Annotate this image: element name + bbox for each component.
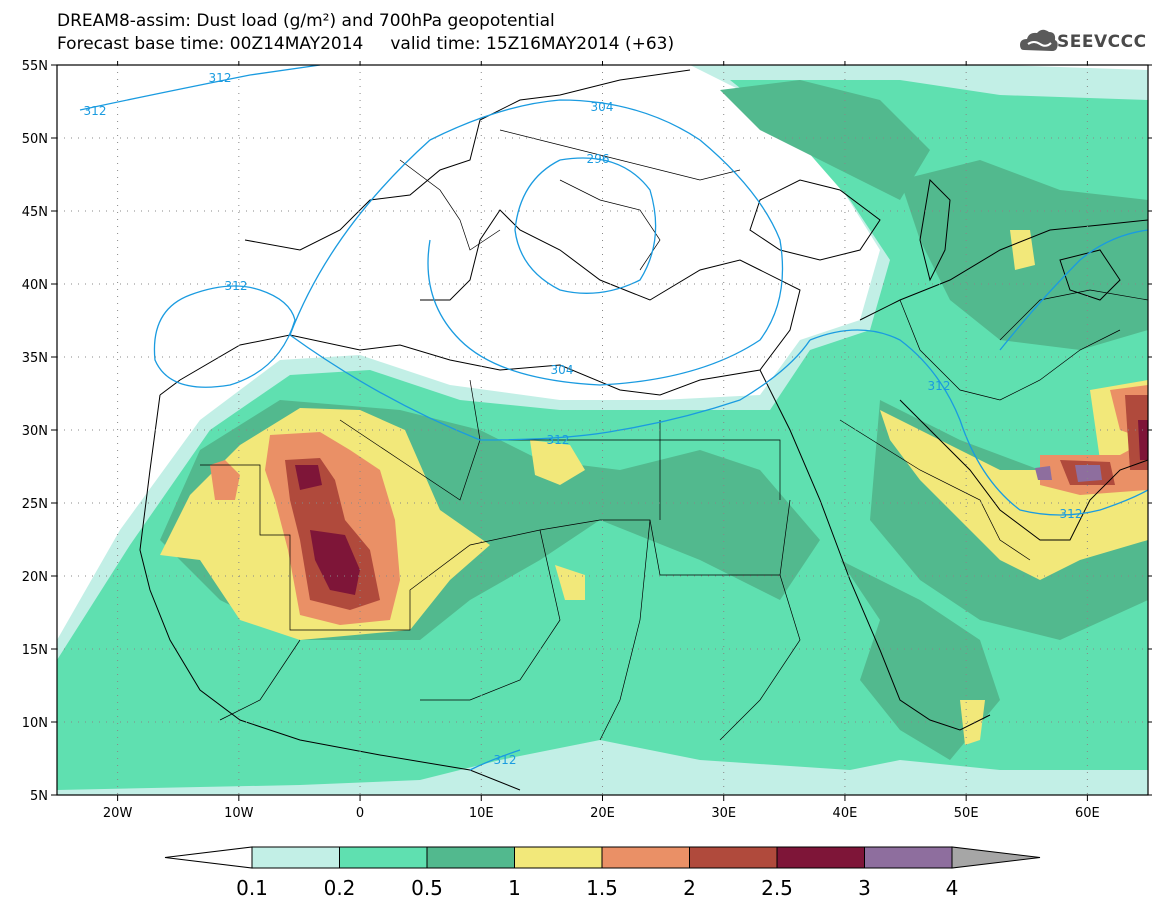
colorbar-cell — [514, 846, 603, 869]
colorbar-high-triangle — [951, 846, 1041, 869]
map-subtitle: Forecast base time: 00Z14MAY2014 valid t… — [57, 34, 675, 54]
colorbar-cell — [426, 846, 515, 869]
contour-label: 304 — [551, 363, 574, 377]
latitude-axis: 55N 50N 45N 40N 35N 30N 25N 20N 15N 10N 5N — [22, 59, 1152, 804]
contour-label: 312 — [1060, 507, 1083, 521]
colorbar-cell — [339, 846, 428, 869]
colorbar: 0.1 0.2 0.5 1 1.5 2 2.5 3 4 — [164, 846, 1041, 900]
lon-tick-label: 0 — [356, 806, 364, 821]
lon-tick-label: 50E — [954, 806, 979, 821]
colorbar-label: 3 — [858, 876, 871, 900]
lat-tick-label: 55N — [22, 59, 48, 74]
lon-tick-label: 20W — [103, 806, 133, 821]
colorbar-low-triangle — [164, 846, 253, 869]
lon-tick-label: 20E — [590, 806, 615, 821]
cloud-logo-icon — [1020, 29, 1058, 51]
colorbar-label: 2 — [683, 876, 696, 900]
coastlines — [139, 69, 1148, 791]
lon-tick-label: 10W — [224, 806, 254, 821]
colorbar-label: 1 — [508, 876, 521, 900]
colorbar-cell — [251, 846, 340, 869]
colorbar-cell — [864, 846, 953, 869]
lat-tick-label: 25N — [22, 497, 48, 512]
graticule — [57, 65, 1148, 795]
colorbar-label: 0.1 — [236, 876, 268, 900]
lon-tick-label: 10E — [469, 806, 494, 821]
country-borders — [200, 129, 1148, 741]
colorbar-label: 0.2 — [324, 876, 356, 900]
lon-tick-label: 30E — [711, 806, 736, 821]
contour-label: 312 — [225, 279, 248, 293]
longitude-axis: 20W 10W 0 10E 20E 30E 40E 50E 60E — [103, 61, 1100, 821]
lat-tick-label: 40N — [22, 278, 48, 293]
lon-tick-label: 60E — [1075, 806, 1100, 821]
contour-labels: 312 312 304 296 312 304 312 312 312 312 — [84, 71, 1083, 767]
lon-tick-label: 40E — [833, 806, 858, 821]
lat-tick-label: 5N — [30, 789, 48, 804]
map-title: DREAM8-assim: Dust load (g/m²) and 700hP… — [57, 11, 555, 31]
colorbar-label: 4 — [946, 876, 959, 900]
contour-label: 312 — [547, 433, 570, 447]
colorbar-cell — [776, 846, 865, 869]
lat-tick-label: 15N — [22, 643, 48, 658]
contour-label: 312 — [84, 104, 107, 118]
colorbar-label: 0.5 — [411, 876, 443, 900]
contour-label: 312 — [494, 753, 517, 767]
logo-text: SEEVCCC — [1057, 32, 1147, 52]
colorbar-label: 2.5 — [761, 876, 793, 900]
lat-tick-label: 50N — [22, 132, 48, 147]
contour-label: 312 — [928, 379, 951, 393]
colorbar-cell — [689, 846, 778, 869]
lat-tick-label: 20N — [22, 570, 48, 585]
geopotential-contours — [79, 65, 1148, 771]
lat-tick-label: 10N — [22, 716, 48, 731]
lat-tick-label: 30N — [22, 424, 48, 439]
contour-label: 296 — [587, 152, 610, 166]
colorbar-label: 1.5 — [586, 876, 618, 900]
lat-tick-label: 35N — [22, 351, 48, 366]
colorbar-cell — [601, 846, 690, 869]
dust-map: 312 312 304 296 312 304 312 312 312 312 … — [22, 59, 1152, 821]
contour-label: 312 — [209, 71, 232, 85]
lat-tick-label: 45N — [22, 205, 48, 220]
